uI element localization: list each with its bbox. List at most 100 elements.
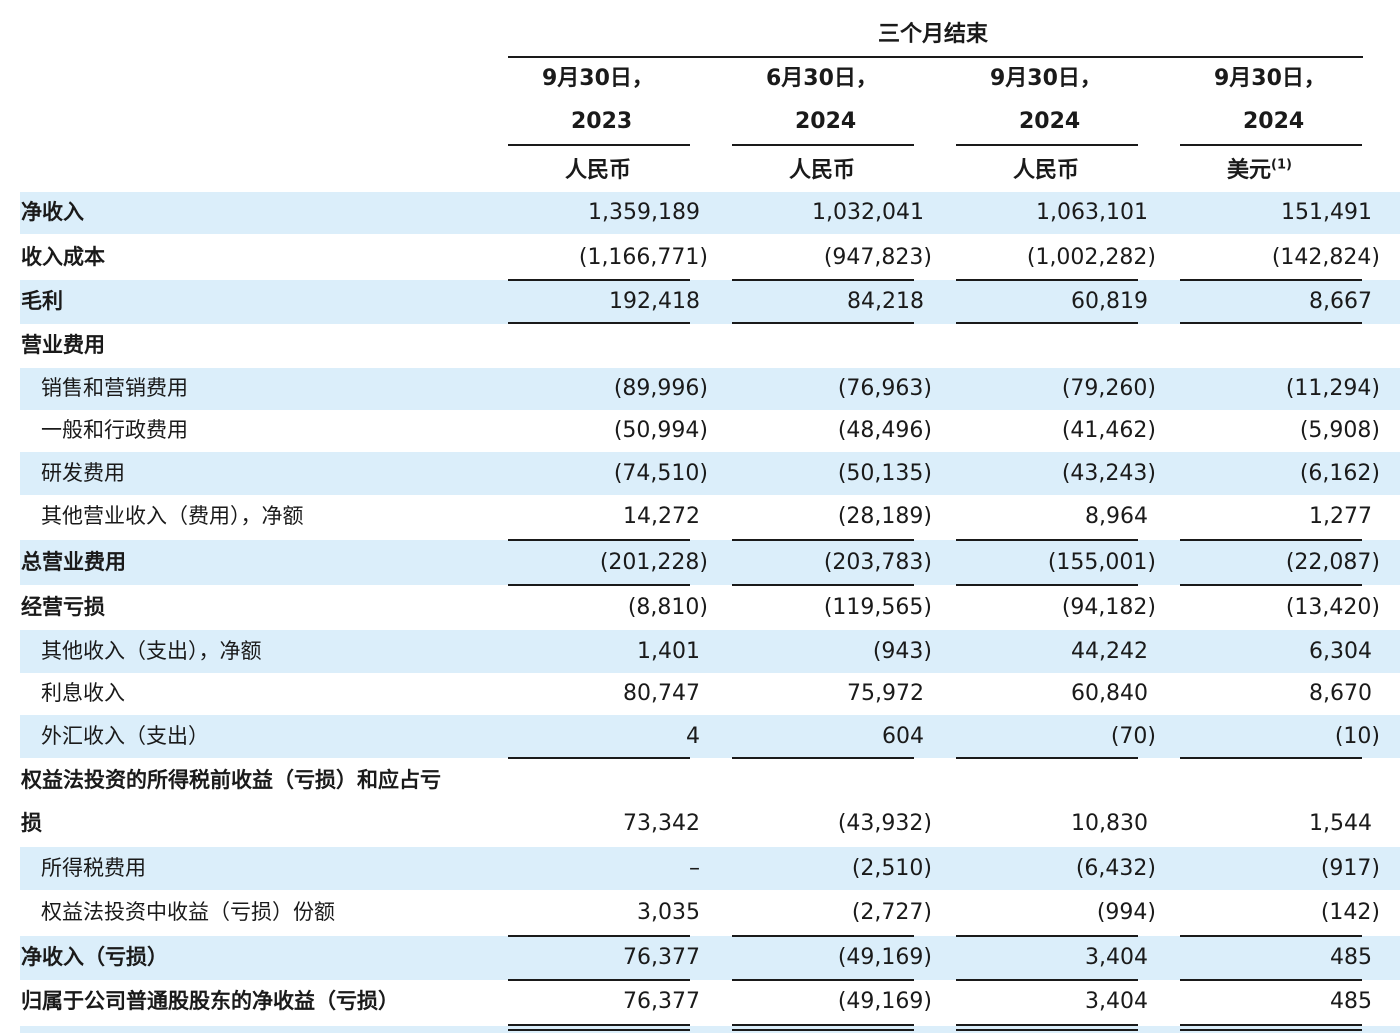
value-cell: (6,432): [1075, 855, 1156, 881]
subtotal-rule: [956, 757, 1138, 759]
value-cell: 192,418: [609, 289, 700, 314]
value-cell: (94,182): [1061, 594, 1156, 620]
subtotal-rule: [1180, 584, 1362, 586]
value-cell: (142,824): [1271, 244, 1380, 270]
column-year: 2024: [795, 109, 857, 134]
value-cell: –: [689, 855, 700, 881]
subtotal-rule: [508, 757, 690, 759]
subtotal-rule: [956, 322, 1138, 324]
row-label: 经营亏损: [21, 594, 105, 619]
value-cell: (43,243): [1061, 460, 1156, 486]
row-band: [20, 630, 1400, 673]
value-cell: 485: [1330, 989, 1372, 1014]
column-currency: 美元(1): [1227, 158, 1292, 183]
row-label: 其他收入（支出），净额: [41, 638, 262, 663]
row-band: [20, 936, 1400, 980]
subtotal-rule: [732, 979, 914, 981]
subtotal-rule: [732, 279, 914, 281]
column-currency: 人民币: [1013, 160, 1079, 182]
value-cell: 1,359,189: [588, 200, 700, 225]
subtotal-rule: [956, 979, 1138, 981]
column-year: 2024: [1019, 109, 1081, 134]
row-label: 总营业费用: [21, 549, 126, 574]
value-cell: 1,401: [637, 638, 700, 664]
value-cell: 44,242: [1071, 638, 1148, 664]
value-cell: 84,218: [847, 289, 924, 314]
value-cell: 60,840: [1071, 681, 1148, 706]
value-cell: 604: [882, 723, 924, 749]
currency-label: 人民币: [789, 158, 856, 183]
value-cell: 10,830: [1071, 811, 1148, 836]
total-double-rule: [508, 1029, 690, 1031]
value-cell: 3,404: [1085, 989, 1148, 1014]
value-cell: (10): [1334, 723, 1380, 749]
row-label: 一般和行政费用: [41, 418, 188, 442]
row-label: 所得税费用: [41, 855, 146, 880]
row-label: 研发费用: [41, 460, 125, 485]
row-label: 归属于公司普通股股东的净收益（亏损）: [21, 989, 399, 1013]
value-cell: (48,496): [837, 418, 932, 443]
row-band: [20, 540, 1400, 585]
total-double-rule: [1180, 1024, 1362, 1026]
subtotal-rule: [956, 935, 1138, 937]
value-cell: 60,819: [1071, 289, 1148, 314]
value-cell: (50,994): [613, 418, 708, 443]
subtotal-rule: [508, 322, 690, 324]
value-cell: 76,377: [623, 989, 700, 1014]
value-cell: (2,510): [851, 855, 932, 881]
row-label: 销售和营销费用: [41, 376, 188, 400]
value-cell: (13,420): [1285, 594, 1380, 620]
value-cell: 80,747: [623, 681, 700, 706]
period-title-rule: [508, 56, 1363, 58]
subtotal-rule: [732, 584, 914, 586]
currency-label: 人民币: [1013, 158, 1080, 183]
value-cell: (50,135): [837, 460, 932, 486]
value-cell: (49,169): [837, 945, 932, 970]
value-cell: (79,260): [1061, 376, 1156, 401]
currency-label: 人民币: [565, 158, 632, 183]
total-double-rule: [956, 1029, 1138, 1031]
value-cell: 3,404: [1085, 945, 1148, 970]
row-label-continued: 损: [21, 811, 42, 835]
subtotal-rule: [1180, 279, 1362, 281]
subtotal-rule: [1180, 979, 1362, 981]
value-cell: (5,908): [1299, 418, 1380, 443]
period-title: 三个月结束: [878, 22, 989, 47]
value-cell: (22,087): [1285, 549, 1380, 575]
value-cell: 14,272: [623, 504, 700, 529]
column-currency: 人民币: [789, 160, 855, 182]
subtotal-rule: [956, 584, 1138, 586]
row-band: [20, 1026, 1400, 1033]
value-cell: (947,823): [823, 244, 932, 270]
total-double-rule: [732, 1024, 914, 1026]
column-date: 9月30日，: [1214, 66, 1326, 91]
currency-label: 美元: [1227, 158, 1272, 183]
row-band: [20, 452, 1400, 495]
column-header-rule: [956, 144, 1138, 146]
value-cell: 1,277: [1309, 504, 1372, 529]
value-cell: (119,565): [823, 594, 932, 620]
row-label: 毛利: [21, 289, 63, 313]
total-double-rule: [1180, 1029, 1362, 1031]
row-label: 利息收入: [41, 681, 125, 705]
row-band: [20, 715, 1400, 758]
value-cell: (994): [1096, 900, 1156, 925]
value-cell: (1,002,282): [1026, 244, 1156, 270]
row-label: 营业费用: [21, 333, 105, 357]
column-currency: 人民币: [565, 160, 631, 182]
total-double-rule: [956, 1024, 1138, 1026]
value-cell: 8,667: [1309, 289, 1372, 314]
value-cell: (74,510): [613, 460, 708, 486]
value-cell: 6,304: [1309, 638, 1372, 664]
subtotal-rule: [956, 539, 1138, 541]
value-cell: 151,491: [1281, 200, 1372, 225]
value-cell: (2,727): [851, 900, 932, 925]
value-cell: (203,783): [823, 549, 932, 575]
value-cell: (76,963): [837, 376, 932, 401]
value-cell: (89,996): [613, 376, 708, 401]
value-cell: 1,063,101: [1036, 200, 1148, 225]
value-cell: 8,670: [1309, 681, 1372, 706]
value-cell: (70): [1110, 723, 1156, 749]
row-label: 权益法投资的所得税前收益（亏损）和应占亏: [21, 768, 441, 792]
